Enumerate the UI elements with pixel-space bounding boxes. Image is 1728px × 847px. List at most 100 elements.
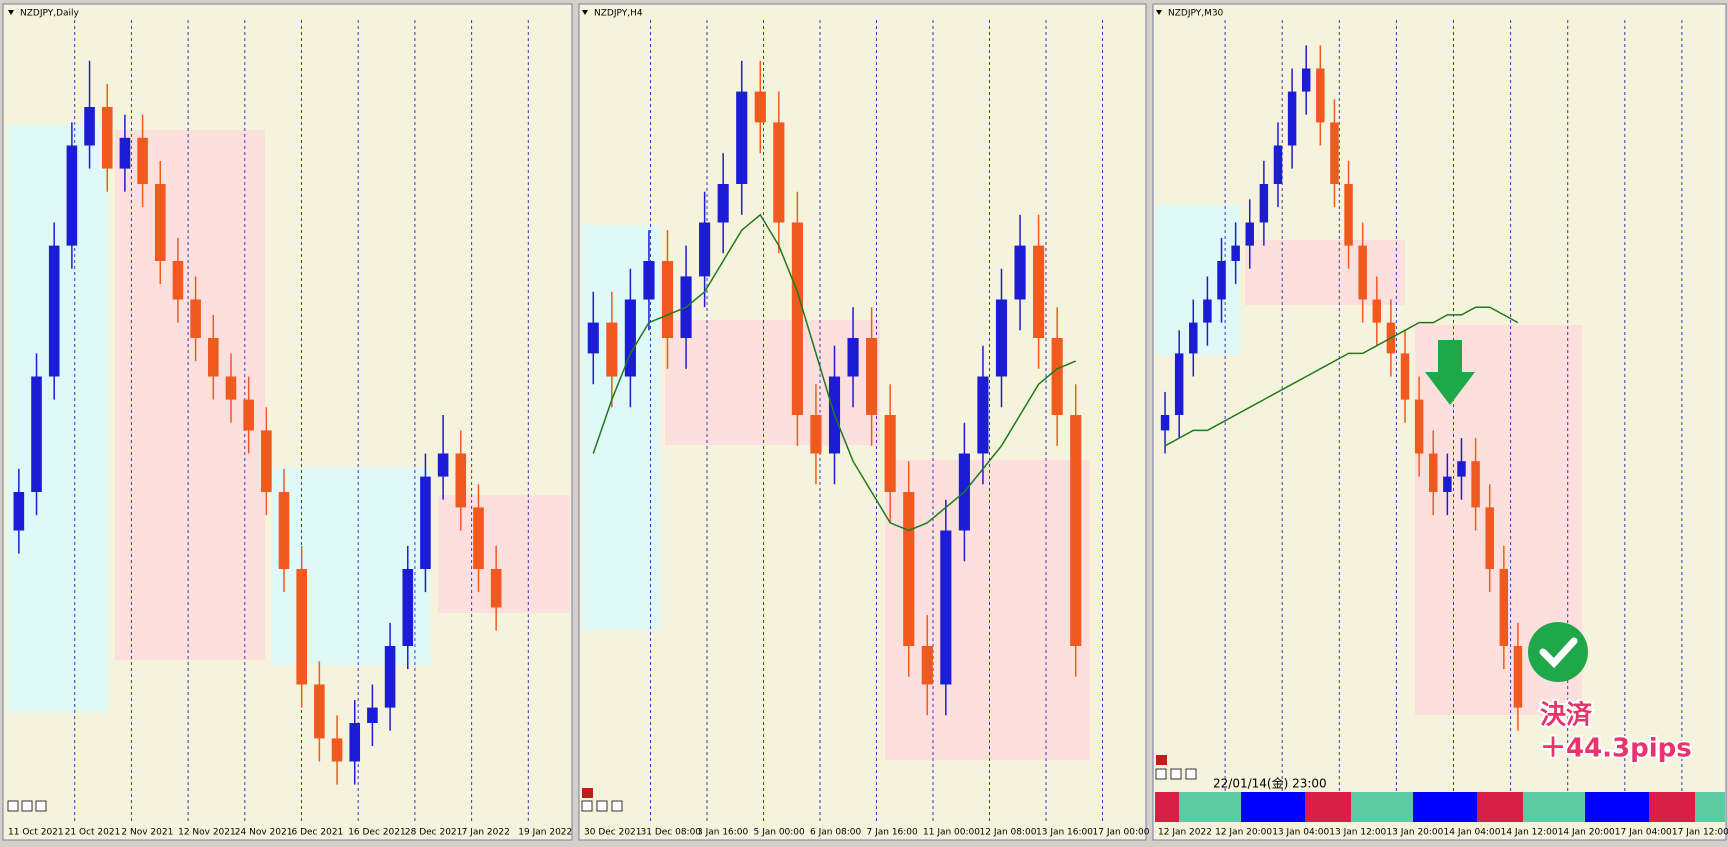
icon-button[interactable] (611, 800, 623, 812)
x-tick-label: 31 Dec 08:00 (641, 828, 702, 838)
candle-body (101, 107, 113, 169)
x-tick-label: 7 Jan 2022 (462, 828, 510, 838)
candle-body (810, 415, 822, 454)
zone (1156, 205, 1240, 355)
candle-body (1471, 461, 1480, 508)
candle-body (261, 430, 272, 492)
moving-average (592, 213, 1077, 532)
candle-body (699, 222, 711, 277)
candle-body (1372, 299, 1382, 323)
candle-body (1429, 453, 1438, 492)
candles (587, 60, 1082, 716)
x-tick-label: 6 Jan 08:00 (810, 828, 862, 838)
panel-title: NZDJPY,Daily (20, 9, 80, 19)
icon-button[interactable] (35, 800, 47, 812)
icon-button[interactable] (581, 800, 593, 812)
candle-body (995, 299, 1008, 377)
x-tick-label: 5 Jan 00:00 (754, 828, 806, 838)
candle-body (473, 507, 484, 569)
annotation: ＋44.3pips (1540, 734, 1692, 764)
zone (8, 125, 108, 712)
candle-body (903, 492, 915, 646)
icon-button[interactable] (1185, 768, 1197, 780)
candle-body (940, 530, 952, 685)
candle-body (866, 338, 878, 415)
strip-block (1585, 792, 1649, 822)
check-badge (1528, 622, 1588, 682)
strip-block (1351, 792, 1413, 822)
candle-body (278, 492, 290, 569)
candle-body (884, 415, 896, 492)
candle-body (1400, 353, 1410, 400)
candle-body (1231, 245, 1240, 261)
check-mark (1539, 637, 1578, 669)
strip-block (1155, 792, 1179, 822)
candle-body (1513, 646, 1523, 708)
candle-body (1217, 261, 1226, 300)
x-tick-label: 2 Nov 2021 (121, 828, 173, 838)
candle-body (1301, 68, 1311, 92)
x-tick-label: 17 Jan 00:00 (1093, 828, 1150, 838)
x-tick-label: 30 Dec 2021 (584, 828, 642, 838)
candle-body (48, 245, 60, 377)
x-tick-label: 17 Jan 04:00 (1615, 828, 1672, 838)
icon-button[interactable] (1155, 768, 1167, 780)
candle-body (208, 338, 219, 377)
title-arrow (8, 10, 1162, 15)
icon-button[interactable] (7, 800, 19, 812)
icon-button[interactable] (1170, 768, 1182, 780)
candles (13, 60, 502, 785)
candle-body (736, 91, 748, 184)
candle-body (606, 322, 618, 377)
strip-block (1477, 792, 1523, 822)
candle-body (1273, 145, 1283, 184)
strength-strip (1155, 792, 1725, 822)
candle-body (773, 122, 785, 223)
strip-block (1523, 792, 1585, 822)
candle-body (661, 261, 674, 338)
candle-body (1457, 461, 1466, 477)
candle-body (1344, 184, 1353, 246)
candle-body (243, 399, 254, 431)
candle-body (1203, 299, 1212, 323)
candle-body (1245, 222, 1254, 246)
candle-body (296, 569, 307, 685)
candle-body (754, 91, 766, 123)
candle-body (1189, 322, 1198, 354)
entry-arrow (1425, 340, 1475, 405)
candle-body (66, 145, 78, 246)
candle-body (314, 684, 325, 739)
candle-body (977, 376, 989, 454)
candle-body (1499, 569, 1509, 646)
icon-button[interactable] (1156, 755, 1167, 765)
icon-button[interactable] (21, 800, 33, 812)
candle-body (1160, 415, 1170, 431)
x-tick-label: 3 Jan 16:00 (697, 828, 749, 838)
candle-body (1014, 245, 1026, 300)
candle-body (137, 137, 148, 184)
candle-body (1316, 68, 1325, 123)
candle-body (172, 261, 184, 300)
candle-body (84, 107, 95, 146)
candle-body (225, 376, 237, 400)
candle-body (349, 723, 361, 762)
moving-average (1164, 306, 1519, 447)
x-tick-label: 14 Jan 12:00 (1501, 828, 1558, 838)
x-tick-label: 19 Jan 2022 (518, 828, 572, 838)
x-tick-label: 11 Oct 2021 (8, 828, 64, 838)
icon-button[interactable] (596, 800, 608, 812)
candle-body (384, 646, 396, 708)
x-tick-label: 7 Jan 16:00 (867, 828, 919, 838)
candle-body (154, 184, 166, 261)
candle-body (1259, 184, 1269, 223)
zone (438, 495, 570, 613)
candle-body (1070, 415, 1082, 646)
toolbar-icons (7, 755, 1197, 812)
candle-body (119, 137, 131, 169)
separators (74, 20, 1683, 822)
icon-button[interactable] (582, 788, 593, 798)
x-tick-label: 13 Jan 12:00 (1329, 828, 1386, 838)
candle-body (1051, 338, 1063, 415)
x-tick-label: 12 Jan 08:00 (980, 828, 1037, 838)
